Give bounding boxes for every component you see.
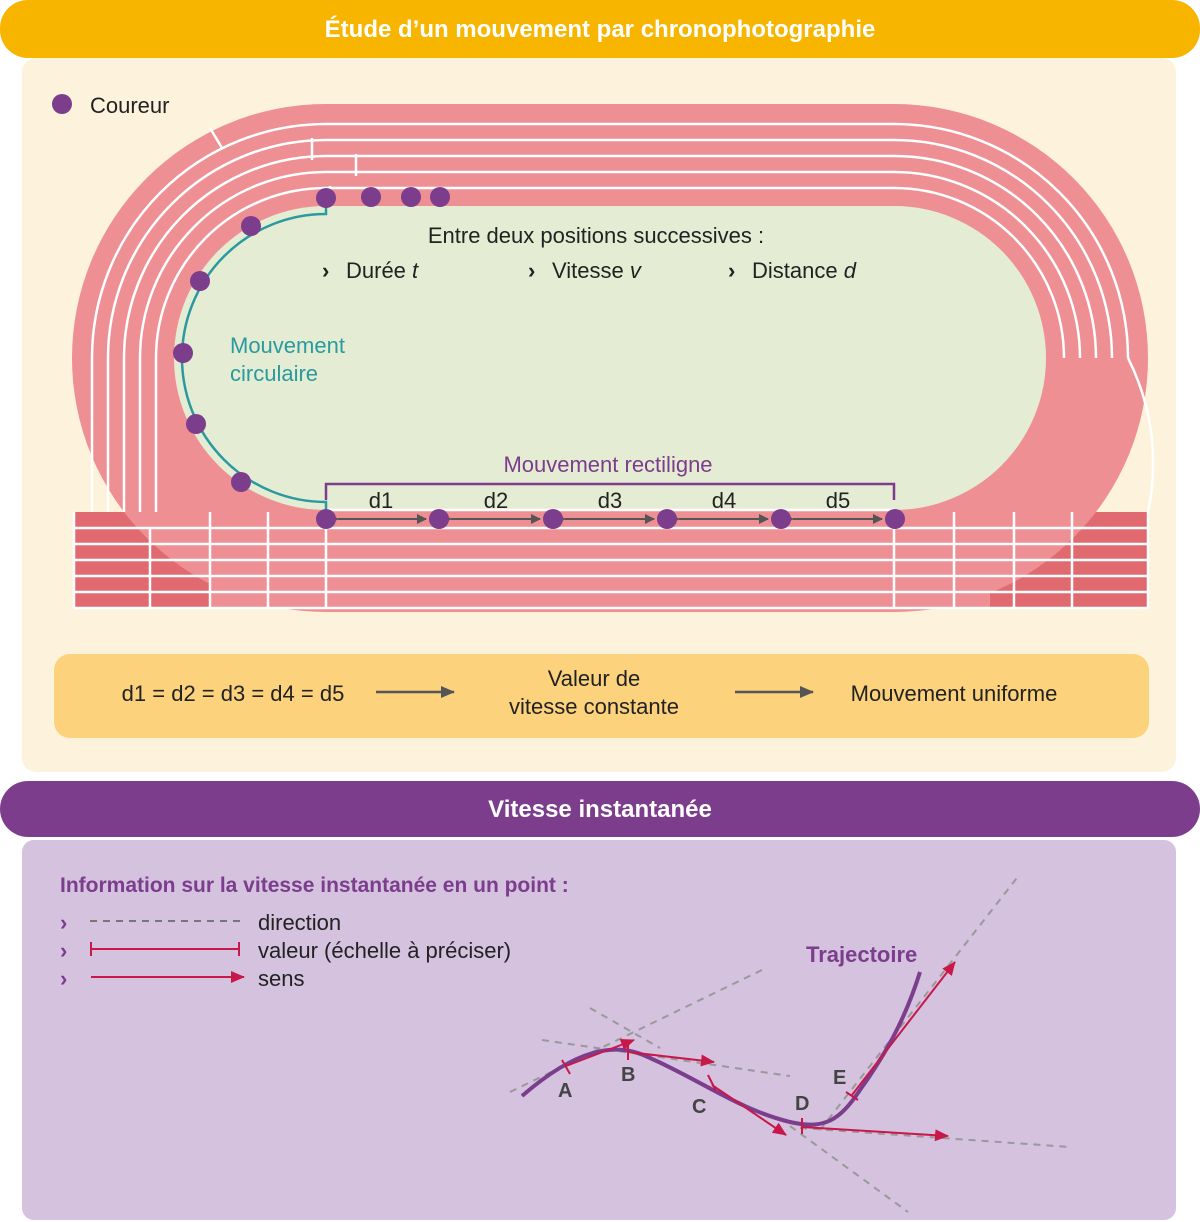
summary-middle-2: vitesse constante [509,694,679,719]
info-item-distance: › Distance d [728,258,857,283]
between-title: Entre deux positions successives : [428,223,764,248]
runner-dot [401,187,421,207]
svg-text:Durée t: Durée t [346,258,419,283]
runner-dot [231,472,251,492]
runner-dot [430,187,450,207]
distance-label-d5: d5 [826,488,850,513]
distance-label-d4: d4 [712,488,736,513]
legend-value: › valeur (échelle à préciser) [60,938,511,963]
point-ticks [561,1044,859,1134]
svg-text:›: › [60,966,67,991]
infield [174,206,1046,510]
point-label-c: C [692,1096,706,1118]
svg-text:›: › [322,258,329,283]
runner-dot [190,271,210,291]
runner-legend-label: Coureur [90,93,169,118]
circular-label-1: Mouvement [230,333,345,358]
trajectory-label: Trajectoire [806,942,917,967]
svg-text:›: › [60,938,67,963]
info-item-duration: › Durée t [322,258,419,283]
runner-dot [186,414,206,434]
runner-dot [429,509,449,529]
point-label-a: A [558,1080,572,1102]
distance-label-d3: d3 [598,488,622,513]
svg-text:›: › [60,910,67,935]
rectilinear-bracket [324,482,896,500]
runner-dot [241,216,261,236]
runner-legend-dot [52,94,72,114]
runner-dot [361,187,381,207]
svg-text:sens: sens [258,966,304,991]
section1-title: Étude d’un mouvement par chronophotograp… [325,15,876,43]
circular-label-2: circulaire [230,361,318,386]
svg-text:valeur (échelle à préciser): valeur (échelle à préciser) [258,938,511,963]
section2-header [0,781,1200,837]
distance-label-d1: d1 [369,488,393,513]
runner-dot [771,509,791,529]
info-item-speed: › Vitesse v [528,258,643,283]
section1-header [0,0,1200,58]
point-label-d: D [795,1093,809,1115]
runner-dot [316,509,336,529]
legend-sense: › sens [60,966,304,991]
svg-text:direction: direction [258,910,341,935]
runner-dot [543,509,563,529]
summary-middle-1: Valeur de [548,666,641,691]
runner-dot [173,343,193,363]
velocity-vectors [565,961,956,1142]
section2-panel [22,840,1176,1220]
svg-text:Distance d: Distance d [752,258,857,283]
runner-dot [316,188,336,208]
summary-equation: d1 = d2 = d3 = d4 = d5 [122,681,345,706]
summary-result: Mouvement uniforme [851,681,1058,706]
svg-text:›: › [728,258,735,283]
section2-title: Vitesse instantanée [488,796,712,823]
runner-dot [885,509,905,529]
svg-text:Vitesse v: Vitesse v [552,258,643,283]
info-title: Information sur la vitesse instantanée e… [60,874,569,897]
svg-text:›: › [528,258,535,283]
distance-label-d2: d2 [484,488,508,513]
point-label-b: B [621,1064,635,1086]
summary-box [54,654,1149,738]
rectilinear-label: Mouvement rectiligne [503,452,712,477]
legend-direction: › direction [60,910,341,935]
point-label-e: E [833,1067,846,1089]
runner-dot [657,509,677,529]
